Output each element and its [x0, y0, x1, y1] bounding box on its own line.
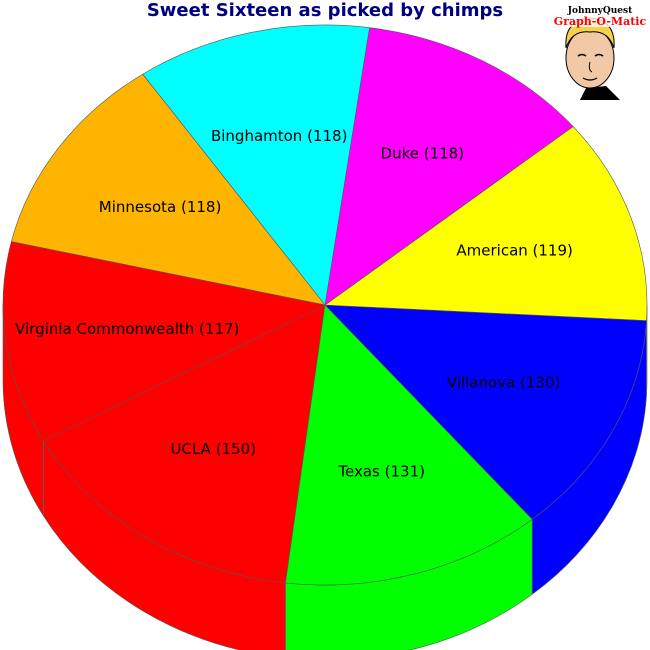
graph-o-matic-logo: JohnnyQuest Graph-O-Matic: [550, 0, 650, 100]
slice-label-binghamton: Binghamton (118): [211, 127, 347, 145]
slice-label-american: American (119): [456, 242, 572, 260]
pie-slice-virginia-commonwealth: [2, 241, 326, 442]
pie-slice-texas: [285, 304, 533, 586]
slice-label-minnesota: Minnesota (118): [99, 198, 222, 216]
pie-label-layer: UCLA (150) Texas (131) Villanova (130) Amer…: [15, 127, 573, 480]
pie-top-layer: [2, 24, 648, 586]
pie-side-layer: [2, 304, 648, 650]
slice-label-texas: Texas (131): [337, 462, 425, 480]
pie-slice-ucla: [42, 304, 326, 584]
pie-slice-minnesota: [10, 73, 326, 306]
slice-label-villanova: Villanova (130): [447, 374, 560, 392]
logo-line-2: Graph-O-Matic: [554, 15, 647, 28]
pie-slice-villanova: [324, 304, 647, 520]
slice-label-virginia-commonwealth: Virginia Commonwealth (117): [15, 320, 239, 338]
pie-slice-duke: [324, 27, 574, 306]
logo-line-1: JohnnyQuest: [567, 6, 633, 16]
chart-title: Sweet Sixteen as picked by chimps: [146, 0, 504, 21]
slice-label-duke: Duke (118): [381, 144, 465, 162]
pie-slice-binghamton: [142, 24, 370, 306]
slice-label-ucla: UCLA (150): [171, 440, 257, 458]
pie-slice-american: [324, 126, 648, 321]
